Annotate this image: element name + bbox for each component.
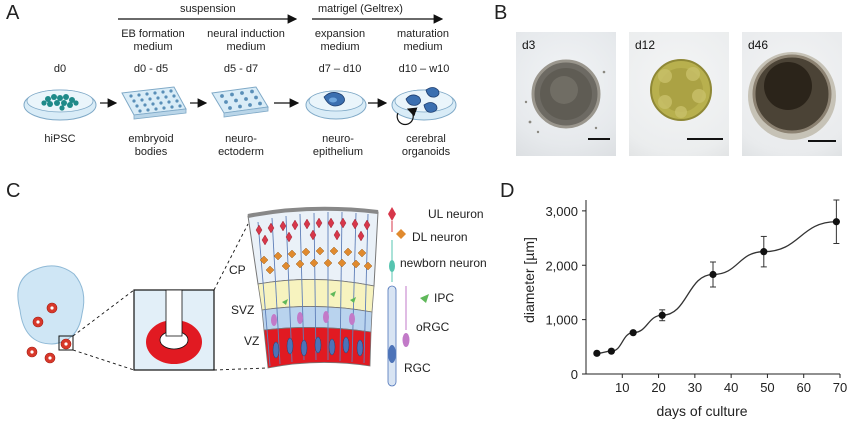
legend-ul-neuron-icon [388,207,396,232]
legend-dl-neuron: DL neuron [412,230,468,244]
data-point [607,347,615,355]
organoid-icon [17,265,85,364]
rotation-icon [396,107,418,126]
day-d5-d7: d5 - d7 [223,63,259,75]
phase-matrigel: matrigel (Geltrex) [318,3,403,15]
data-point [593,349,601,357]
x-tick-label: 30 [688,380,702,395]
legend-newborn-neuron: newborn neuron [400,256,487,270]
y-tick-label: 3,000 [545,204,578,219]
scale-bar [588,138,610,140]
legend-dl-neuron-icon [396,229,406,239]
zone-vz: VZ [244,334,260,348]
micrograph-day-d46: d46 [748,38,769,52]
medium-eb-formation: EB formation medium [121,28,185,53]
day-d0-d5: d0 - d5 [133,63,169,75]
legend-ul-neuron: UL neuron [428,207,484,221]
legend-ipc: IPC [434,291,455,305]
micrograph-d12: d12 [629,32,729,156]
scale-bar [687,138,723,140]
medium-maturation: maturation medium [397,28,449,53]
cortex-illustration [17,206,429,387]
x-tick-label: 60 [796,380,810,395]
medium-neural-induction: neural induction medium [207,28,285,53]
micrograph-day-d3: d3 [522,38,536,52]
x-tick-label: 10 [615,380,629,395]
data-point [709,270,717,279]
legend-rgc: RGC [404,361,431,375]
stage-neuroectoderm: neuro-ectoderm [218,133,264,158]
rosette-icon [133,289,215,371]
stage-neuroepithelium: neuro-epithelium [312,133,364,158]
x-tick-label: 40 [724,380,738,395]
panel-label-b: B [494,2,508,24]
day-d10-w10: d10 – w10 [398,63,450,75]
micrograph-d46: d46 [742,32,842,156]
legend-ipc-icon [420,294,429,303]
x-tick-label: 70 [833,380,847,395]
day-d0: d0 [53,63,67,75]
protocol-illustrations [23,86,457,126]
data-point [760,248,768,256]
panel-label-a: A [6,2,20,24]
micrograph-day-d12: d12 [635,38,656,52]
stage-cerebral-organoids: cerebral organoids [401,133,451,158]
legend-orgc: oRGC [416,320,450,334]
cortex-wedge [247,206,379,369]
stage-embryoid-bodies: embryoid bodies [128,133,174,158]
panel-label-d: D [500,180,515,202]
legend-orgc-icon [402,286,410,347]
legend-rgc-icon [387,285,397,387]
legend-newborn-neuron-icon [389,240,395,282]
x-tick-label: 50 [760,380,774,395]
data-point [832,218,840,226]
medium-expansion: expansion medium [314,28,366,53]
phase-suspension: suspension [180,3,236,15]
organoid-dish-icon [391,87,457,126]
neuroectoderm-plate-icon [211,86,269,118]
data-point [658,311,666,319]
phase-arrows [118,14,444,24]
eb-plate-icon [121,86,187,120]
data-point [629,329,637,337]
zone-cp: CP [229,263,246,277]
stage-hipsc: hiPSC [44,133,76,145]
y-tick-label: 0 [571,367,578,382]
scale-bar [808,140,836,142]
neuroepithelium-dish-icon [305,90,367,120]
panel-label-c: C [6,180,21,202]
micrograph-d3: d3 [516,32,616,156]
zone-svz: SVZ [231,303,255,317]
diameter-chart: diameter [µm] days of culture 10 20 30 40 50… [521,199,847,419]
y-tick-label: 1,000 [545,313,578,328]
y-axis-label: diameter [µm] [521,237,537,323]
y-tick-label: 2,000 [545,258,578,273]
x-tick-label: 20 [651,380,665,395]
day-d7-d10: d7 – d10 [318,63,362,75]
hipsc-dish-icon [23,89,97,121]
x-axis-label: days of culture [656,403,747,419]
